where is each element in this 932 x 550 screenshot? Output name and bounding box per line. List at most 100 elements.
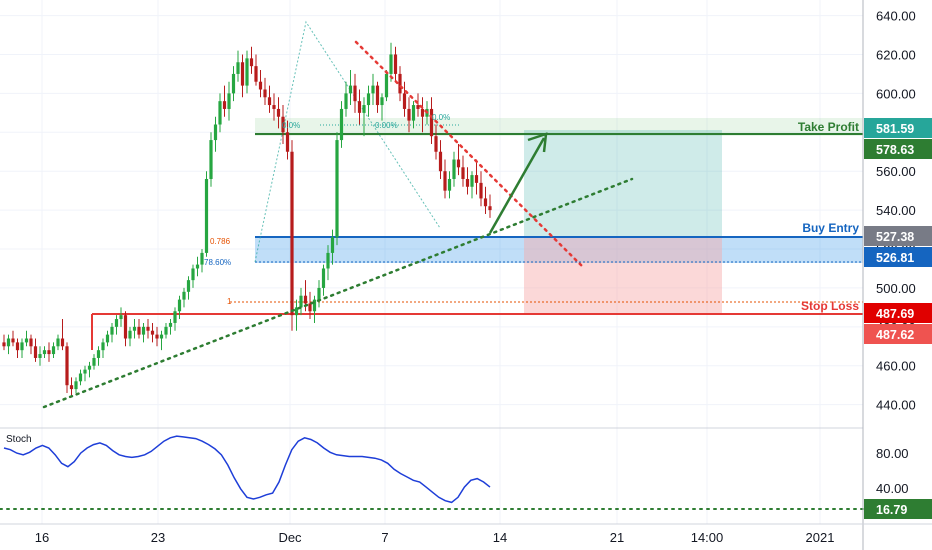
- candle: [105, 330, 110, 347]
- fib-label-1: 1: [227, 297, 232, 306]
- time-tick-label: 23: [151, 530, 165, 545]
- candle: [213, 116, 218, 152]
- candle: [470, 171, 474, 199]
- badge-stop-loss-2: 487.62: [864, 324, 932, 344]
- candle: [474, 159, 479, 195]
- candle: [137, 319, 141, 339]
- price-tick-label: 620.00: [876, 47, 916, 62]
- time-tick-label: 2021: [806, 530, 835, 545]
- candle: [182, 287, 186, 308]
- candle: [33, 338, 38, 362]
- candle: [402, 81, 407, 117]
- candle: [92, 354, 96, 370]
- candles: [2, 42, 492, 397]
- candle: [15, 338, 20, 358]
- candle: [110, 322, 114, 343]
- candle: [371, 73, 375, 106]
- candle: [51, 342, 56, 358]
- candle: [227, 81, 231, 121]
- candle: [29, 334, 33, 355]
- candle: [317, 280, 321, 308]
- badge-buy-entry-1: 527.38: [864, 226, 932, 246]
- candle: [285, 120, 290, 160]
- candle: [254, 54, 258, 86]
- candle: [209, 132, 213, 187]
- candle: [150, 322, 155, 343]
- candle: [114, 315, 119, 335]
- candle: [240, 54, 245, 98]
- time-tick-label: Dec: [278, 530, 302, 545]
- candle: [24, 330, 29, 347]
- candle: [74, 377, 78, 393]
- projection-arrow: [488, 137, 546, 234]
- candle: [146, 319, 150, 339]
- stoch-axis: 80.00 40.00: [876, 446, 909, 496]
- price-tick-label: 440.00: [876, 398, 916, 413]
- candle: [452, 151, 456, 187]
- candle: [429, 97, 434, 144]
- candle: [299, 287, 303, 316]
- candle: [168, 319, 173, 335]
- badge-buy-entry-2: 526.81: [864, 247, 932, 267]
- candle: [479, 171, 483, 207]
- time-tick-label: 14:00: [691, 530, 724, 545]
- fib-label-top-right: 0.0%: [432, 113, 450, 122]
- candle: [231, 66, 236, 102]
- candle: [132, 319, 137, 339]
- candle: [191, 264, 195, 288]
- price-axis: 640.00620.00600.00580.00560.00540.00520.…: [876, 9, 916, 413]
- candle: [281, 105, 285, 144]
- stoch-tick-40: 40.00: [876, 481, 909, 496]
- candle: [384, 70, 389, 102]
- candle: [177, 295, 182, 320]
- candle: [276, 97, 281, 129]
- candle: [6, 334, 11, 355]
- candle: [398, 66, 402, 102]
- svg-text:578.63: 578.63: [876, 143, 914, 157]
- candle: [483, 186, 488, 214]
- stoch-line: [3, 435, 491, 504]
- candle: [83, 365, 87, 382]
- candle: [2, 334, 6, 351]
- candle: [56, 334, 60, 351]
- badge-stop-loss-1: 487.69: [864, 303, 932, 323]
- candle: [456, 143, 461, 176]
- candle: [200, 249, 204, 273]
- candle: [267, 85, 272, 113]
- price-tick-label: 500.00: [876, 281, 916, 296]
- take-profit-label: Take Profit: [798, 120, 859, 134]
- candle: [393, 46, 398, 82]
- candle: [204, 171, 209, 257]
- candle: [312, 295, 317, 323]
- price-tick-label: 600.00: [876, 86, 916, 101]
- candle: [434, 124, 438, 160]
- candle: [245, 50, 249, 94]
- candle: [96, 346, 101, 366]
- time-tick-label: 14: [493, 530, 507, 545]
- candle: [290, 140, 294, 331]
- risk-zone: [524, 237, 722, 314]
- candle: [344, 81, 348, 117]
- price-badges: 581.59 578.63 527.38 526.81 487.69 487.6…: [864, 118, 932, 519]
- fib-retracement-drawing: [254, 20, 441, 263]
- candle: [447, 171, 452, 199]
- candle: [438, 140, 443, 179]
- candle: [443, 159, 447, 199]
- candle: [258, 70, 263, 98]
- candle: [326, 245, 330, 281]
- candle: [123, 311, 128, 347]
- candle: [222, 85, 227, 117]
- candle: [321, 264, 326, 296]
- svg-text:487.69: 487.69: [876, 307, 914, 321]
- svg-text:526.81: 526.81: [876, 251, 914, 265]
- candle: [60, 319, 65, 351]
- fib-label-top-mid: 0.00%: [375, 121, 398, 130]
- time-tick-label: 7: [381, 530, 388, 545]
- candle: [218, 93, 222, 133]
- candle: [420, 97, 425, 133]
- candle: [47, 342, 51, 362]
- candle: [375, 81, 380, 113]
- candle: [87, 361, 92, 378]
- candle: [330, 229, 335, 265]
